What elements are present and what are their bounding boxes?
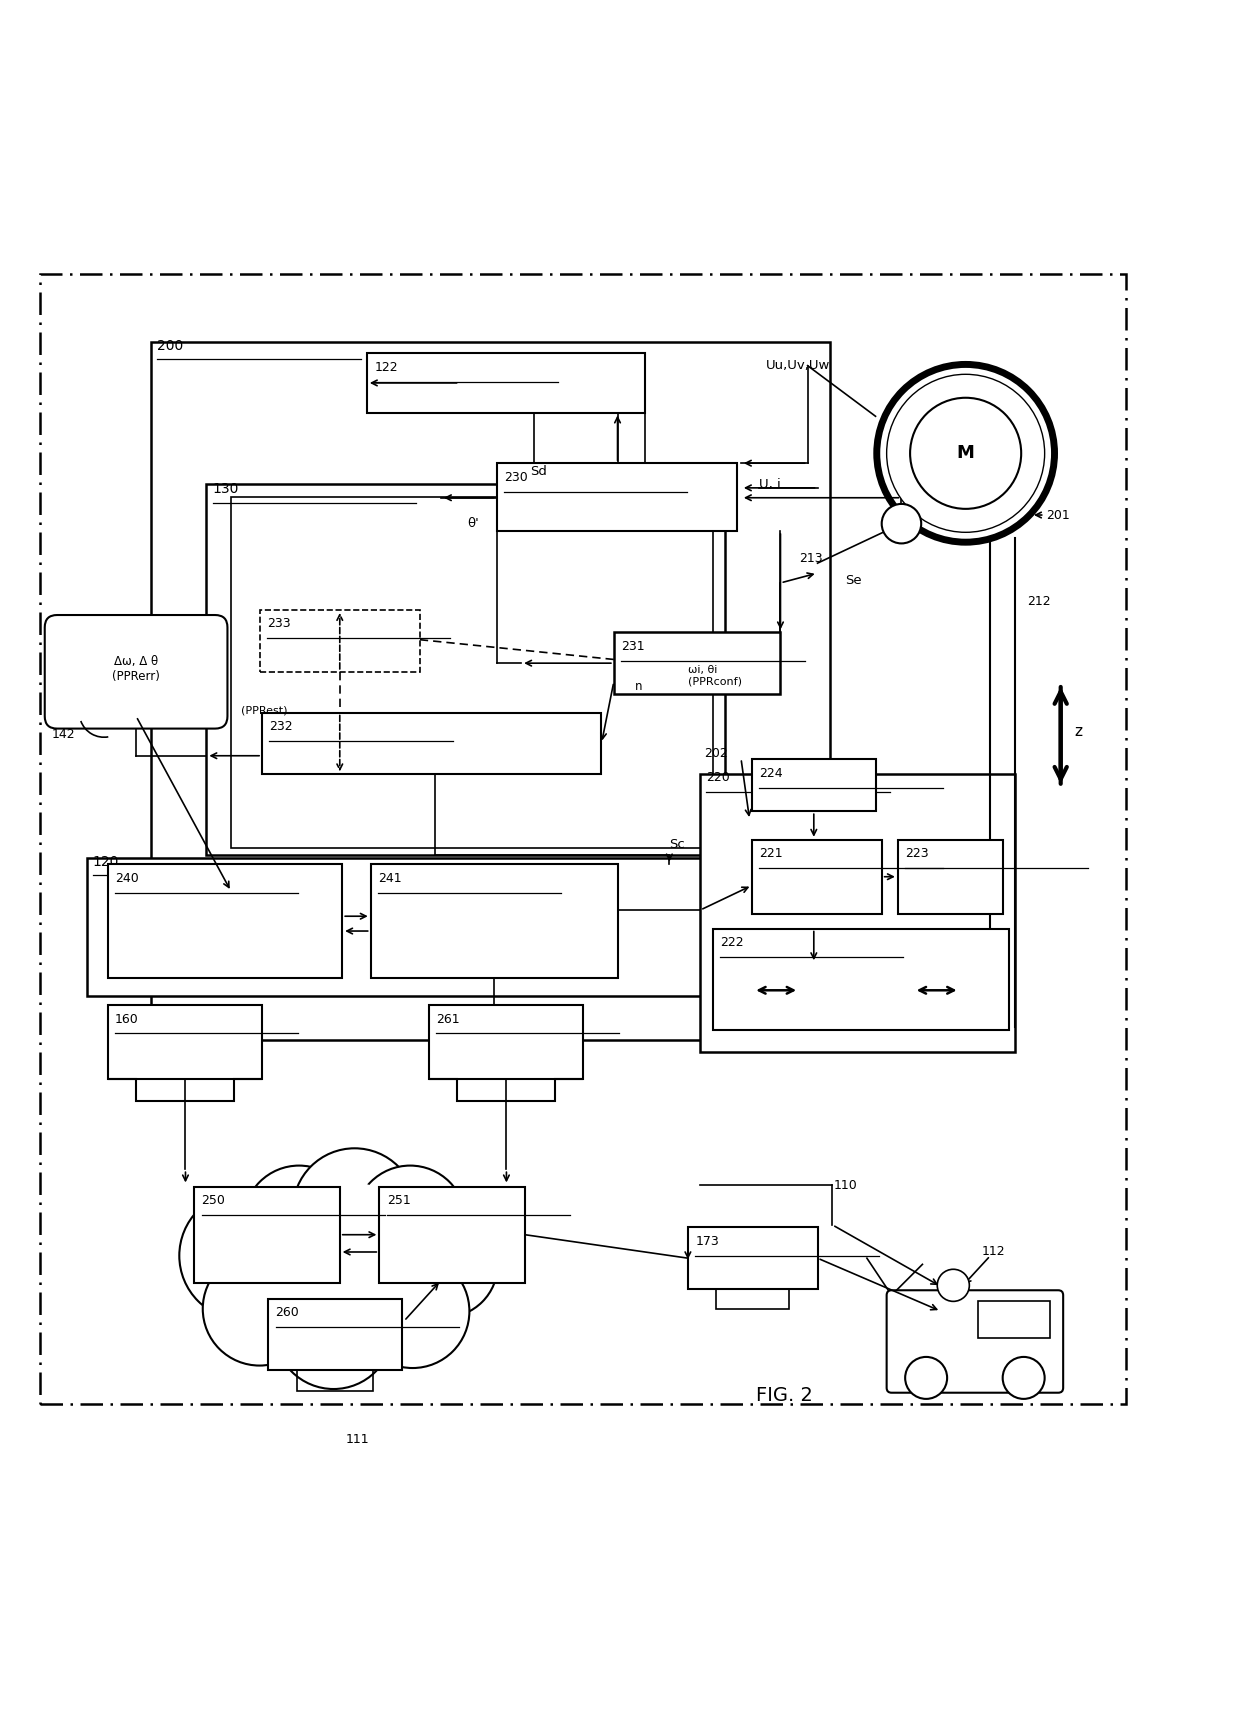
Bar: [367, 354, 645, 412]
Text: 251: 251: [387, 1195, 410, 1207]
Text: 231: 231: [621, 639, 645, 653]
Bar: [231, 497, 713, 848]
Text: 111: 111: [346, 1434, 370, 1446]
Text: 122: 122: [374, 361, 398, 374]
Text: 173: 173: [696, 1234, 719, 1248]
Text: Sc: Sc: [670, 837, 686, 851]
Bar: [87, 858, 704, 996]
Text: θ': θ': [467, 518, 479, 530]
Text: 224: 224: [759, 767, 784, 779]
Bar: [429, 1005, 583, 1078]
Circle shape: [203, 1253, 316, 1365]
Text: 230: 230: [503, 470, 528, 484]
Bar: [688, 1227, 817, 1289]
Text: z: z: [1074, 723, 1083, 738]
Circle shape: [392, 1212, 497, 1318]
Text: 160: 160: [115, 1012, 139, 1025]
Bar: [614, 632, 780, 694]
Circle shape: [180, 1191, 308, 1319]
Circle shape: [274, 1270, 393, 1389]
Text: 212: 212: [1028, 595, 1052, 608]
Text: ωi, θi
(PPRconf): ωi, θi (PPRconf): [688, 665, 742, 687]
Text: U, i: U, i: [759, 479, 781, 490]
Text: 261: 261: [436, 1012, 460, 1025]
Circle shape: [905, 1357, 947, 1400]
Bar: [978, 1301, 1049, 1338]
Bar: [713, 928, 1009, 1031]
Circle shape: [293, 1148, 417, 1271]
Text: 241: 241: [378, 872, 402, 885]
Text: 221: 221: [759, 848, 784, 860]
Text: 112: 112: [982, 1246, 1006, 1258]
FancyBboxPatch shape: [887, 1290, 1063, 1393]
Text: 223: 223: [905, 848, 929, 860]
Circle shape: [243, 1166, 355, 1277]
Bar: [108, 1005, 262, 1078]
Bar: [753, 839, 882, 914]
Circle shape: [356, 1254, 470, 1367]
Circle shape: [355, 1166, 466, 1277]
Text: 120: 120: [93, 854, 119, 868]
Text: 233: 233: [267, 617, 290, 631]
Text: 222: 222: [720, 937, 744, 948]
Text: 260: 260: [275, 1306, 299, 1319]
Bar: [268, 1299, 402, 1371]
Text: 200: 200: [157, 338, 184, 352]
Bar: [40, 275, 1126, 1403]
Bar: [262, 713, 601, 774]
Bar: [898, 839, 1003, 914]
Bar: [108, 865, 342, 978]
Text: (PPRest): (PPRest): [241, 706, 288, 714]
Text: Se: Se: [844, 574, 862, 586]
Text: 213: 213: [799, 552, 822, 564]
Bar: [701, 774, 1016, 1053]
Bar: [207, 484, 725, 854]
Bar: [379, 1186, 525, 1283]
Bar: [496, 463, 738, 531]
Text: 201: 201: [1045, 509, 1070, 521]
Bar: [371, 865, 618, 978]
Text: Δω, Δ θ
(PPRerr): Δω, Δ θ (PPRerr): [112, 655, 160, 684]
Circle shape: [1003, 1357, 1044, 1400]
Circle shape: [937, 1270, 970, 1301]
Text: 240: 240: [115, 872, 139, 885]
FancyBboxPatch shape: [45, 615, 227, 728]
Circle shape: [910, 398, 1022, 509]
Bar: [753, 759, 875, 812]
Bar: [151, 342, 830, 1039]
Text: 130: 130: [212, 482, 239, 496]
Text: 250: 250: [202, 1195, 226, 1207]
Text: 202: 202: [704, 747, 728, 761]
Text: n: n: [635, 680, 642, 694]
Text: 210: 210: [991, 408, 1014, 422]
Circle shape: [887, 374, 1044, 531]
Text: 211: 211: [929, 396, 952, 408]
Text: 232: 232: [269, 719, 293, 733]
Text: 220: 220: [707, 771, 730, 783]
Circle shape: [882, 504, 921, 543]
Text: M: M: [957, 444, 975, 463]
Bar: [259, 610, 420, 672]
Text: Uu,Uv,Uw: Uu,Uv,Uw: [765, 359, 830, 373]
Text: 142: 142: [52, 728, 76, 742]
Bar: [195, 1186, 340, 1283]
Text: Sd: Sd: [529, 465, 547, 479]
Text: FIG. 2: FIG. 2: [756, 1386, 812, 1405]
Circle shape: [259, 1181, 433, 1355]
Text: 110: 110: [833, 1179, 857, 1191]
